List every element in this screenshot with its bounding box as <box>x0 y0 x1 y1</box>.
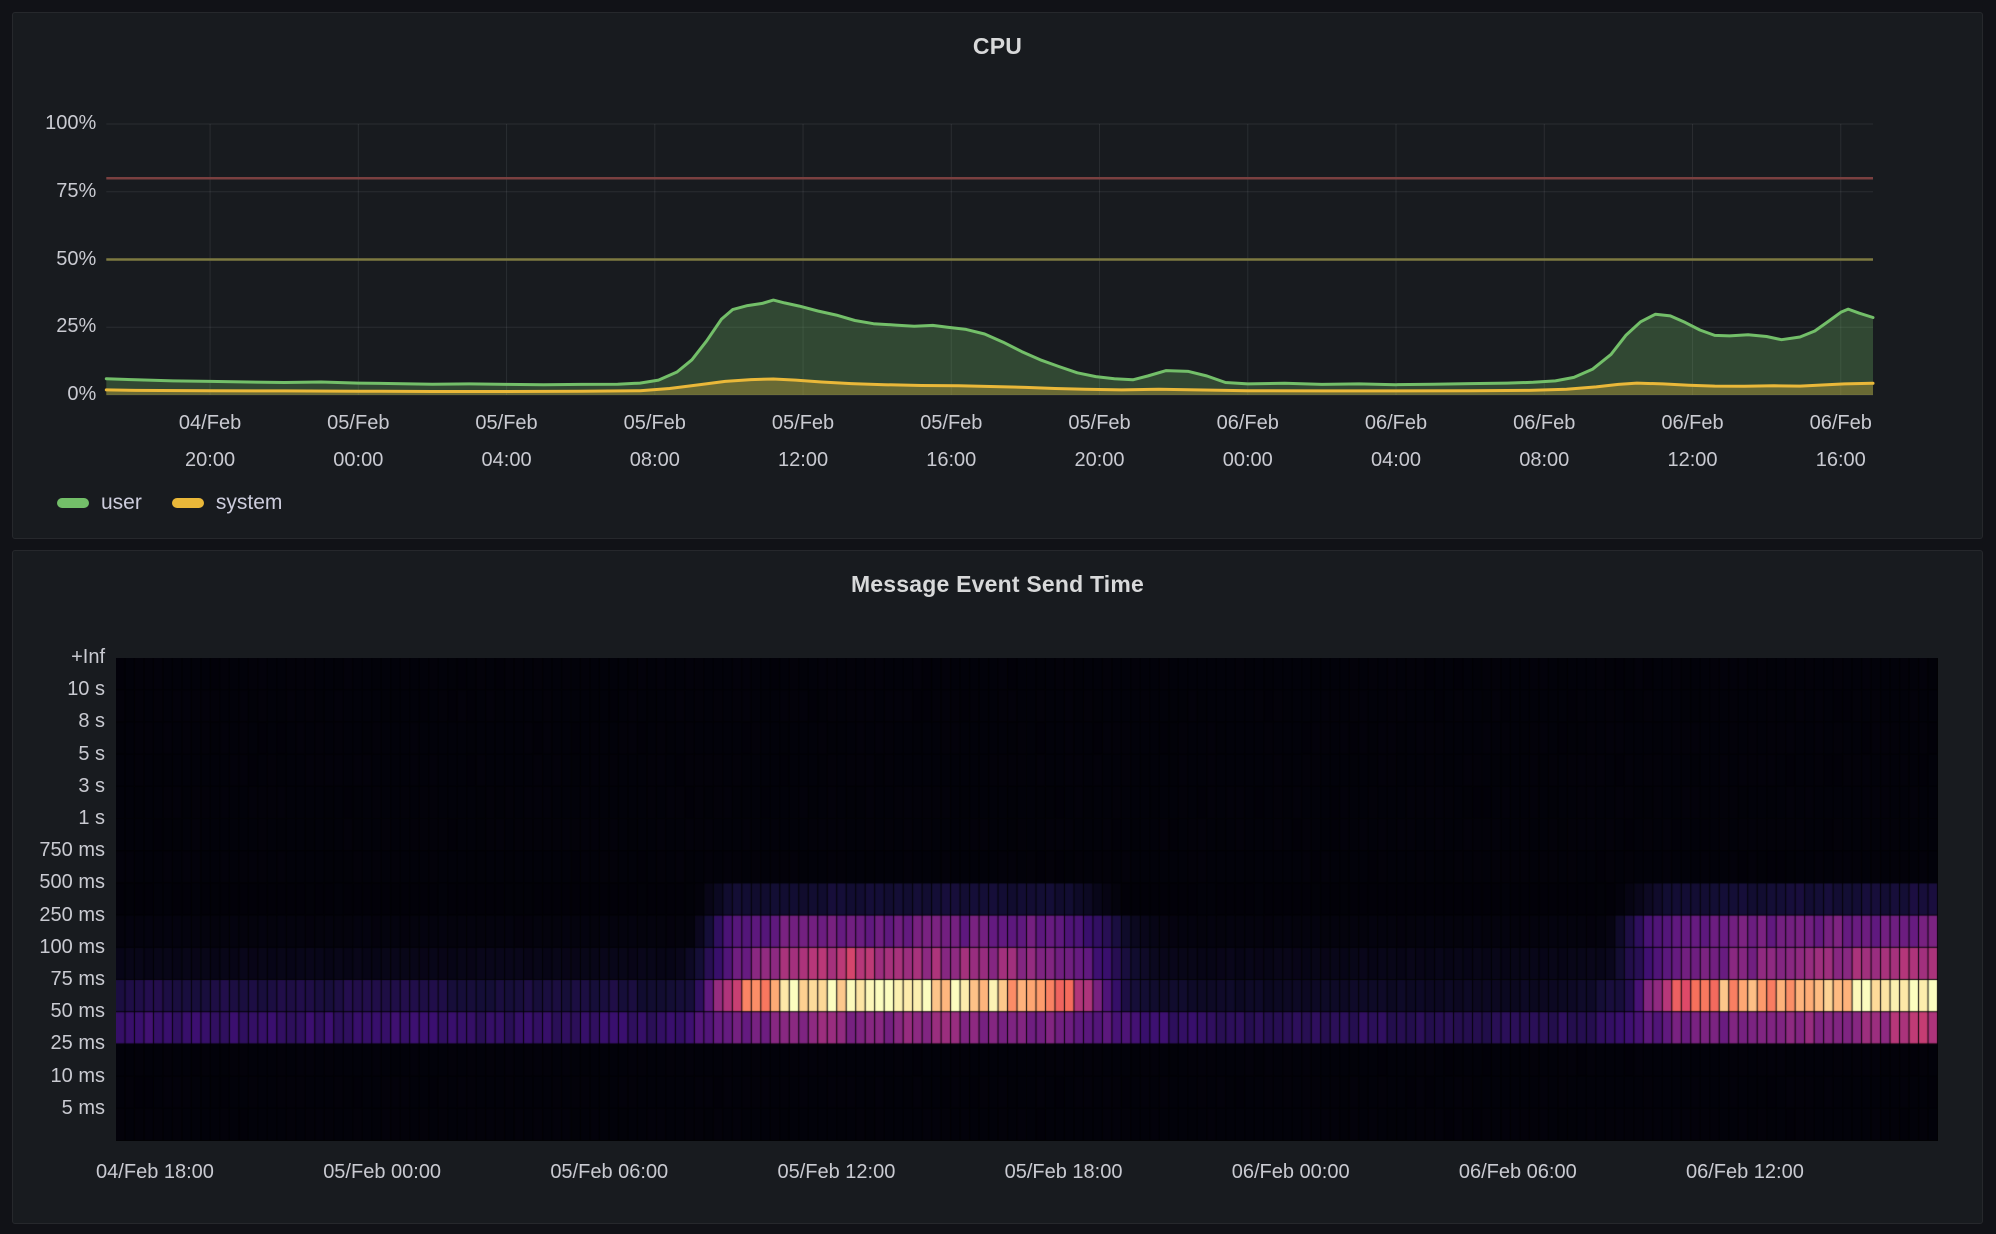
cpu-x-tick-date: 05/Feb <box>623 412 686 434</box>
legend-item-system[interactable]: system <box>171 491 283 515</box>
cpu-x-tick-date: 06/Feb <box>1661 412 1724 434</box>
heatmap-y-tick: 3 s <box>78 774 105 797</box>
heatmap-panel-title[interactable]: Message Event Send Time <box>850 571 1145 597</box>
cpu-y-tick: 100% <box>45 112 97 134</box>
cpu-legend: user system <box>57 491 282 515</box>
cpu-x-tick-time: 08:00 <box>629 449 680 471</box>
heatmap-y-tick: 75 ms <box>50 968 105 990</box>
heatmap-y-tick: 250 ms <box>39 903 105 926</box>
heatmap-y-tick: 8 s <box>78 710 105 733</box>
cpu-x-tick-date: 06/Feb <box>1216 412 1279 434</box>
user-series-label: user <box>101 491 142 514</box>
heatmap-y-tick: 500 ms <box>39 871 105 894</box>
system-series-label: system <box>215 491 283 514</box>
cpu-x-tick-time: 04:00 <box>481 449 532 471</box>
cpu-plot-area[interactable]: 0% 25% 50% 75% 100% 04/Feb 20:00 05/Feb 00:00 05/… <box>13 13 1982 538</box>
heatmap-x-tick: 05/Feb 06:00 <box>550 1161 669 1183</box>
heatmap-y-tick: 100 ms <box>39 935 105 958</box>
heatmap-x-tick: 06/Feb 06:00 <box>1458 1161 1577 1183</box>
heatmap-x-tick: 06/Feb 00:00 <box>1231 1161 1350 1183</box>
heatmap-y-tick: 1 s <box>78 807 105 829</box>
heatmap-x-tick: 05/Feb 00:00 <box>323 1161 442 1183</box>
legend-item-user[interactable]: user <box>57 491 142 515</box>
cpu-x-tick-date: 05/Feb <box>327 412 390 434</box>
heatmap-y-tick: 5 ms <box>61 1096 105 1119</box>
cpu-x-tick-time: 12:00 <box>1667 449 1718 471</box>
cpu-x-tick-time: 00:00 <box>1222 449 1273 471</box>
cpu-y-tick: 75% <box>56 179 97 202</box>
heatmap-y-tick: 25 ms <box>50 1032 105 1055</box>
cpu-x-tick-date: 06/Feb <box>1364 412 1428 434</box>
heatmap-y-tick: +Inf <box>71 646 105 668</box>
cpu-x-tick-time: 12:00 <box>778 449 829 471</box>
heatmap-y-tick: 10 s <box>67 678 105 701</box>
cpu-x-tick-time: 16:00 <box>926 449 977 471</box>
cpu-x-tick-date: 05/Feb <box>1068 412 1131 434</box>
cpu-x-tick-time: 00:00 <box>333 449 384 471</box>
cpu-x-tick-date: 05/Feb <box>771 412 835 434</box>
cpu-x-tick-date: 06/Feb <box>1809 412 1872 434</box>
cpu-x-tick-date: 06/Feb <box>1513 412 1576 434</box>
heatmap-panel: Message Event Send Time +Inf 10 s 8 s 5 s 3 … <box>12 550 1983 1224</box>
cpu-chart[interactable] <box>13 13 1982 538</box>
system-series-swatch <box>171 498 204 508</box>
cpu-panel-title[interactable]: CPU <box>972 33 1023 59</box>
heatmap-canvas[interactable] <box>116 658 1938 1141</box>
heatmap-y-tick: 10 ms <box>50 1064 105 1087</box>
cpu-x-tick-date: 04/Feb <box>178 412 242 434</box>
cpu-y-tick: 25% <box>56 315 97 338</box>
cpu-y-tick: 0% <box>67 383 97 405</box>
heatmap-x-tick: 06/Feb 12:00 <box>1685 1161 1804 1183</box>
heatmap-y-tick: 5 s <box>78 742 105 765</box>
cpu-y-tick: 50% <box>56 247 97 270</box>
cpu-x-tick-date: 05/Feb <box>920 412 983 434</box>
cpu-x-tick-date: 05/Feb <box>475 412 538 434</box>
heatmap-y-tick: 50 ms <box>50 1000 105 1023</box>
heatmap-plot-area[interactable]: +Inf 10 s 8 s 5 s 3 s 1 s 750 ms 500 ms 250 ms 10… <box>13 551 1982 1223</box>
cpu-x-tick-time: 20:00 <box>185 449 236 471</box>
cpu-panel: CPU 0% 25% 50% 75% 100% 04/Feb 20:00 05/Feb 00:0… <box>12 12 1983 539</box>
cpu-x-tick-time: 04:00 <box>1370 449 1422 471</box>
heatmap-x-tick: 05/Feb 12:00 <box>777 1161 896 1183</box>
cpu-x-tick-time: 16:00 <box>1815 449 1866 471</box>
cpu-x-tick-time: 08:00 <box>1519 449 1570 471</box>
heatmap-x-tick: 05/Feb 18:00 <box>1004 1161 1123 1183</box>
heatmap-y-tick: 750 ms <box>39 839 105 862</box>
cpu-x-tick-time: 20:00 <box>1074 449 1125 471</box>
heatmap-x-tick: 04/Feb 18:00 <box>96 1161 214 1183</box>
user-series-swatch <box>57 498 89 508</box>
